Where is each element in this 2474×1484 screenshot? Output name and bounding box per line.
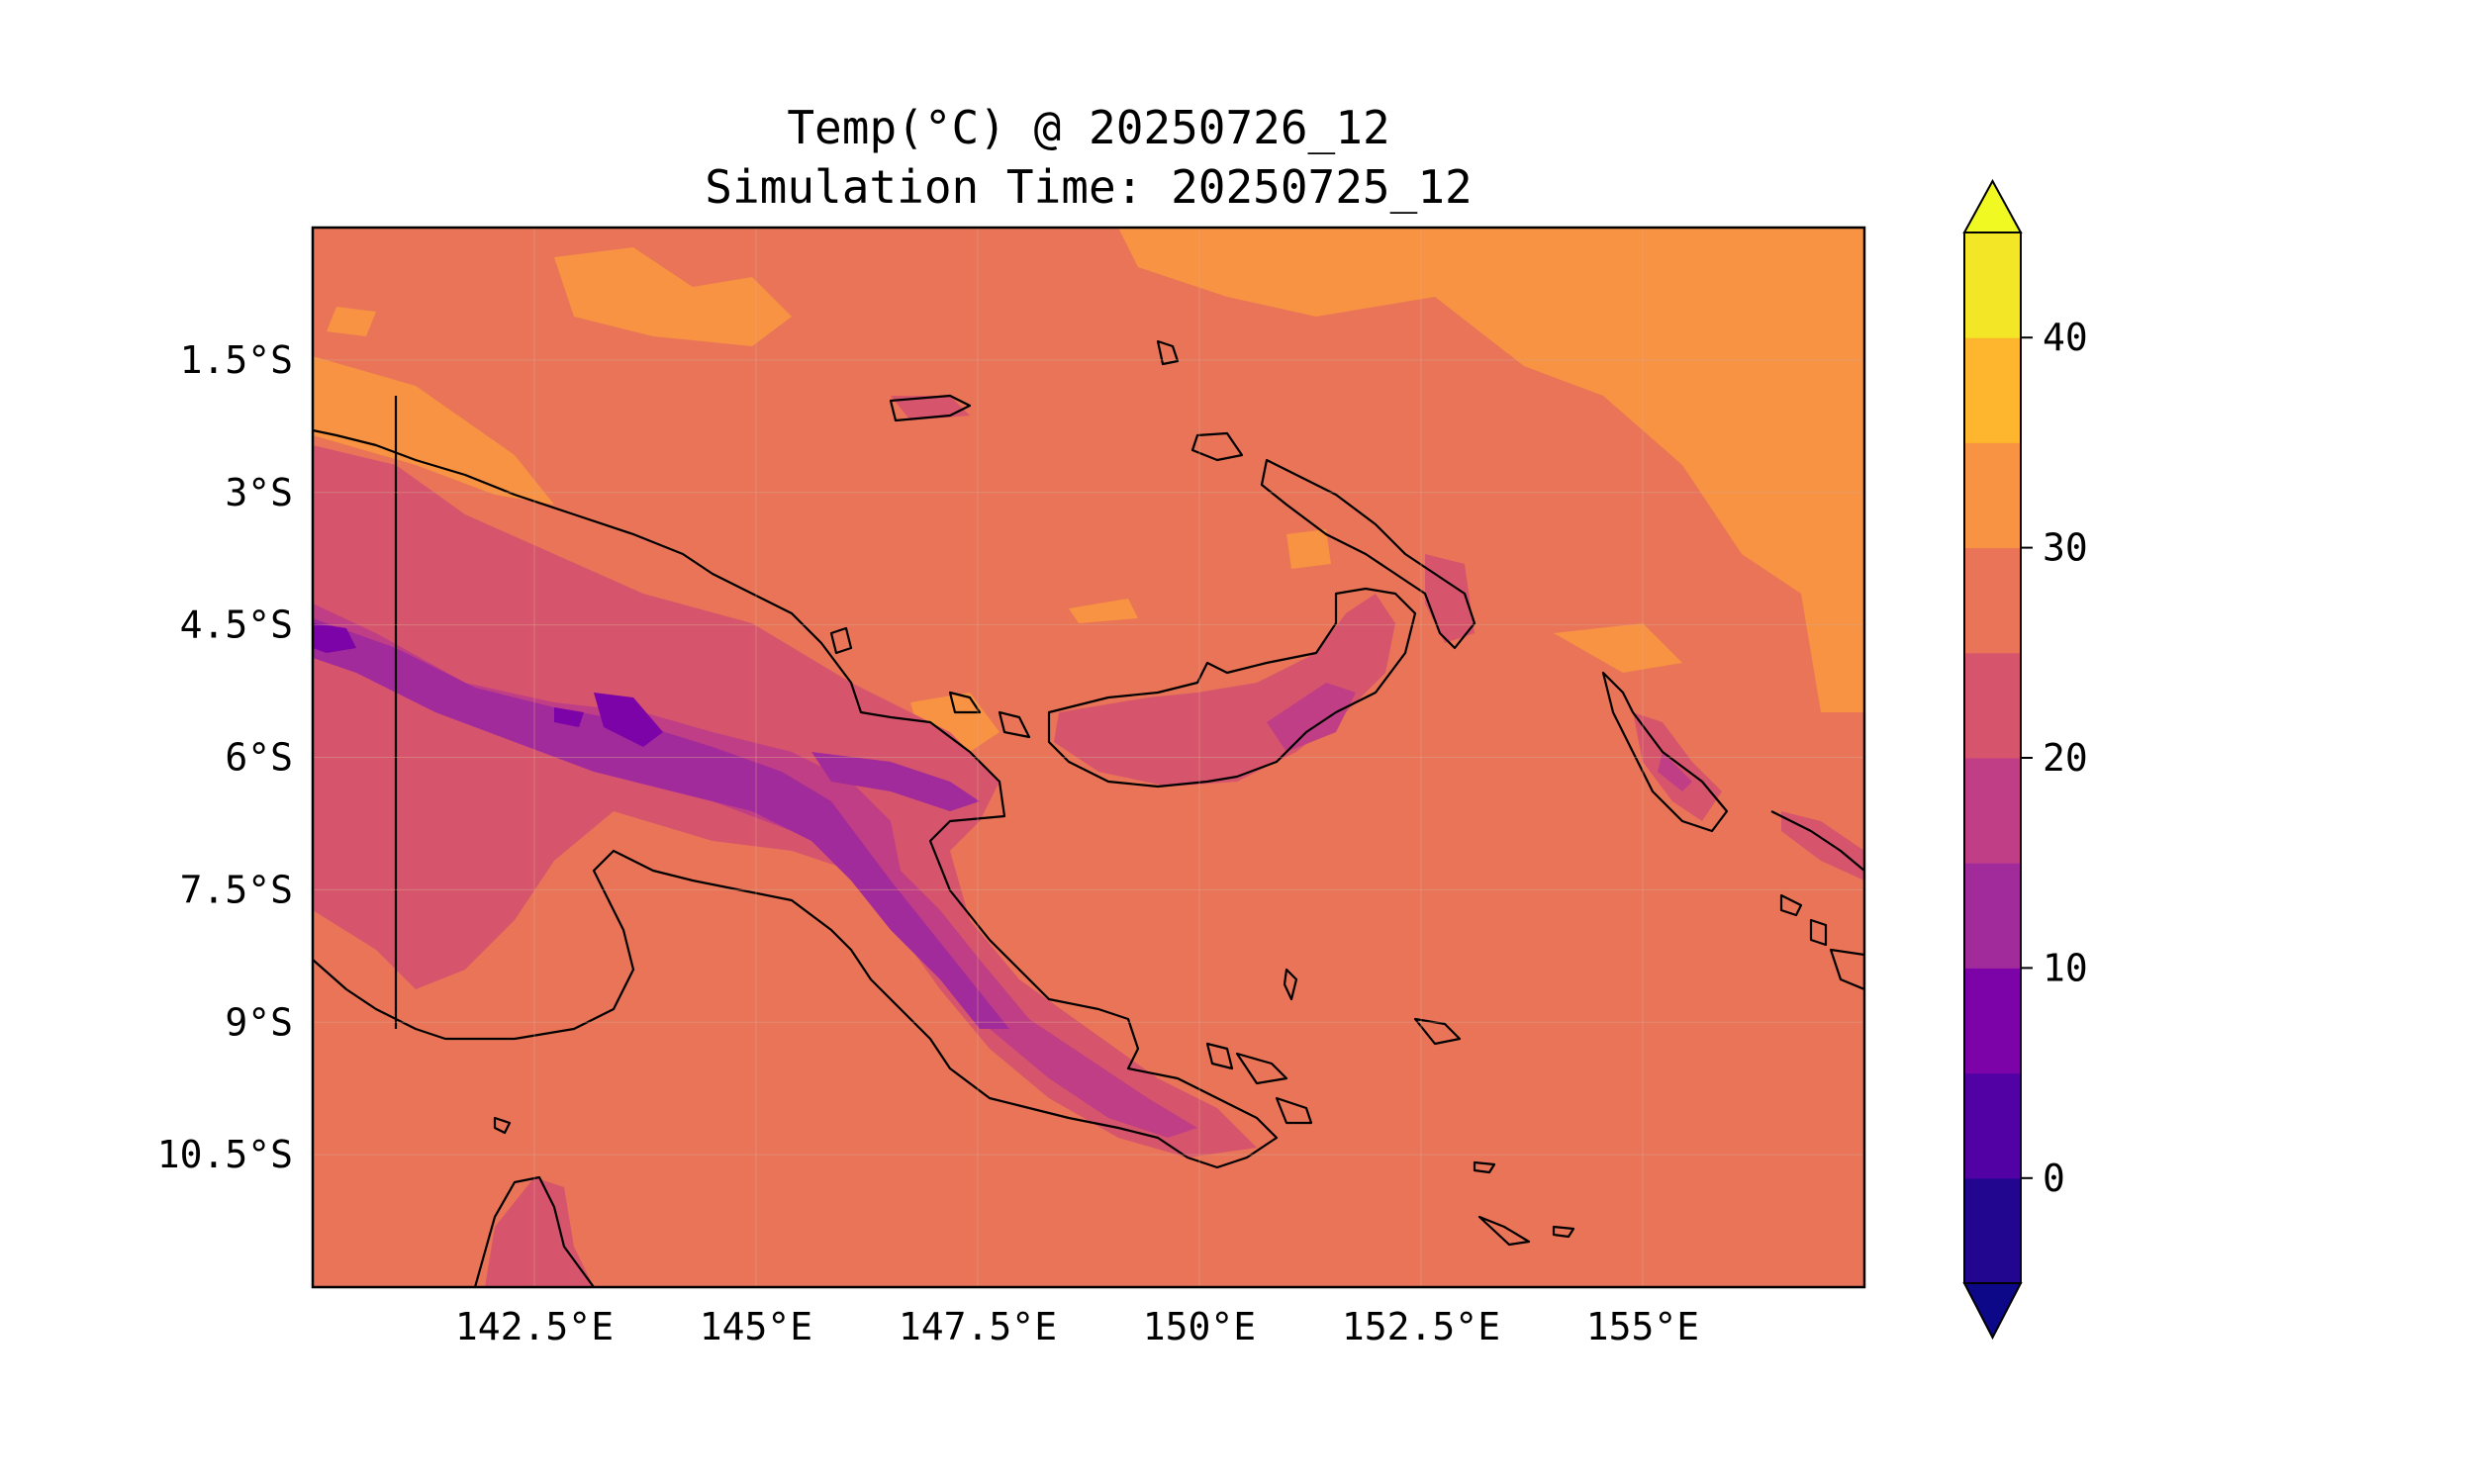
lat-tick-label: 10.5°S (157, 1133, 293, 1176)
lat-tick-label: 7.5°S (180, 868, 293, 911)
lat-tick-label: 1.5°S (180, 338, 293, 382)
contour-10-15 (313, 618, 1009, 1029)
lon-tick-label: 147.5°E (899, 1305, 1057, 1348)
lat-tick-label: 3°S (225, 471, 293, 514)
longitude-tick-labels: 142.5°E 145°E 147.5°E 150°E 152.5°E 155°E (455, 1305, 1699, 1348)
lat-tick-label: 9°S (225, 1000, 293, 1044)
colorbar-segment (1964, 652, 2021, 759)
colorbar-under-arrow (1962, 1282, 2023, 1341)
lat-tick-label: 6°S (225, 736, 293, 780)
map-frame (311, 226, 1866, 1289)
graticule (313, 228, 1864, 1287)
latitude-tick-labels: 1.5°S 3°S 4.5°S 6°S 7.5°S 9°S 10.5°S (157, 338, 293, 1176)
colorbar-segment (1964, 337, 2021, 443)
contour-5-10 (313, 623, 663, 747)
lon-tick-label: 152.5°E (1342, 1305, 1500, 1348)
colorbar-segment (1964, 758, 2021, 864)
colorbar-tick-label: 10 (2043, 946, 2088, 989)
colorbar: 0 10 20 30 40 (1962, 178, 2088, 1341)
title-line-1: Temp(°C) @ 20250726_12 (787, 101, 1389, 154)
colorbar-tick-label: 30 (2043, 526, 2088, 570)
colorbar-tick-label: 40 (2043, 316, 2088, 359)
colorbar-segment (1964, 1177, 2021, 1284)
title-line-2: Simulation Time: 20250725_12 (705, 160, 1472, 214)
colorbar-segment (1964, 547, 2021, 654)
lon-tick-label: 150°E (1143, 1305, 1256, 1348)
lat-tick-label: 4.5°S (180, 603, 293, 647)
colorbar-segment (1964, 1072, 2021, 1179)
lon-tick-label: 155°E (1586, 1305, 1699, 1348)
lon-tick-label: 145°E (700, 1305, 812, 1348)
colorbar-tick-label: 0 (2043, 1157, 2065, 1200)
colorbar-segment (1964, 968, 2021, 1074)
lon-tick-label: 142.5°E (455, 1305, 614, 1348)
colorbar-over-arrow (1962, 178, 2023, 233)
colorbar-tick-label: 20 (2043, 736, 2088, 780)
map-panel (313, 228, 1864, 1287)
colorbar-segment (1964, 232, 2021, 338)
colorbar-segment (1964, 863, 2021, 969)
contour-warm-30-35 (313, 228, 1864, 752)
coastlines (313, 339, 1864, 1287)
colorbar-segment (1964, 442, 2021, 549)
